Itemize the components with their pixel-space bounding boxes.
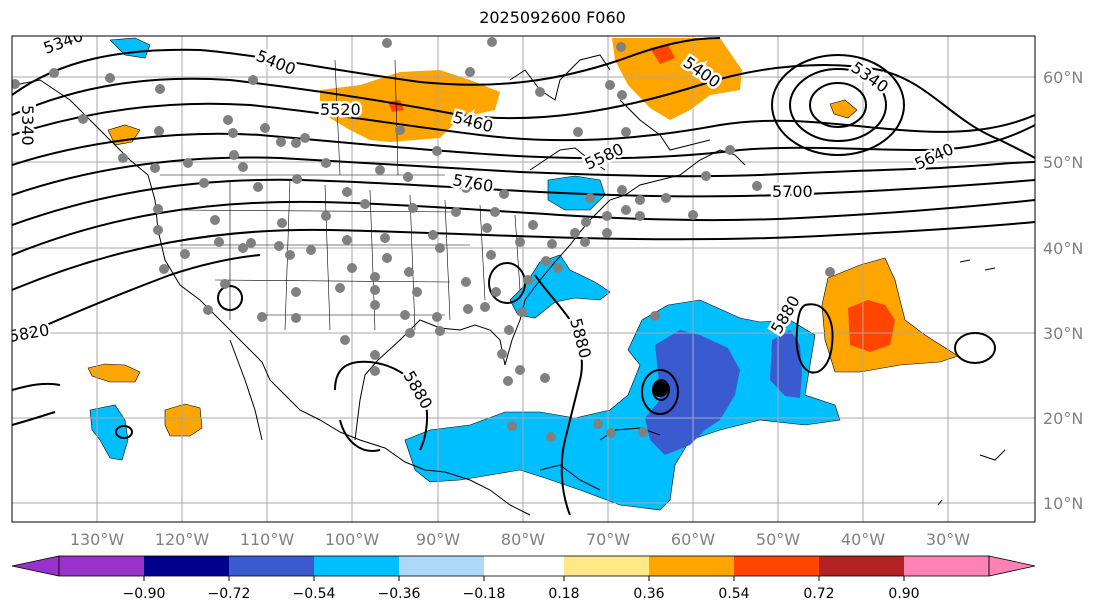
- colorbar-tick: 0.36: [633, 586, 664, 602]
- colorbar-segment: [904, 556, 989, 576]
- orange-fill-pacific-2: [87, 363, 141, 383]
- lat-axis-labels: 60°N 50°N 40°N 30°N 20°N 10°N: [1043, 68, 1083, 513]
- colorbar-tick: −0.90: [123, 586, 166, 602]
- red-fill-atlantic: [848, 300, 895, 352]
- colorbar-tick: −0.36: [378, 586, 421, 602]
- colorbar-tick: −0.72: [208, 586, 251, 602]
- contour-label: 5520: [320, 100, 361, 119]
- colorbar-segment: [484, 556, 564, 576]
- orange-fill-pacific-1: [164, 403, 203, 437]
- colorbar-segment: [229, 556, 314, 576]
- lat-lon-grid: [12, 36, 1035, 522]
- contour-label: 5340: [18, 105, 37, 146]
- colorbar-tick: 0.18: [548, 586, 579, 602]
- colorbar-tick: −0.54: [293, 586, 336, 602]
- lon-label: 30°W: [926, 530, 970, 549]
- lat-label: 40°N: [1043, 239, 1083, 258]
- colorbar-segment: [819, 556, 904, 576]
- lat-label: 20°N: [1043, 409, 1083, 428]
- colorbar-tick: 0.72: [803, 586, 834, 602]
- height-contours: [12, 37, 1035, 516]
- map-title: 2025092600 F060: [479, 8, 626, 27]
- lat-label: 50°N: [1043, 153, 1083, 172]
- lon-label: 130°W: [70, 530, 125, 549]
- orange-fill-low: [829, 99, 858, 119]
- map-frame: [11, 35, 1036, 523]
- colorbar-over-arrow: [988, 555, 1036, 577]
- lon-label: 100°W: [325, 530, 380, 549]
- lat-label: 10°N: [1043, 494, 1083, 513]
- colorbar-segment: [564, 556, 649, 576]
- colorbar-segment: [399, 556, 484, 576]
- colorbar: −0.90 −0.72 −0.54 −0.36 −0.18 0.18 0.36 …: [11, 555, 1036, 602]
- lon-label: 60°W: [671, 530, 715, 549]
- lon-label: 90°W: [416, 530, 460, 549]
- red-fill-greenland: [650, 45, 675, 64]
- colorbar-segment: [314, 556, 399, 576]
- colorbar-segment: [734, 556, 819, 576]
- cyan-fill-pacific: [89, 404, 129, 461]
- station-dots: [12, 37, 835, 442]
- cyan-fill-coast: [509, 254, 611, 319]
- colorbar-under-arrow: [11, 555, 60, 577]
- lon-label: 110°W: [240, 530, 295, 549]
- cyan-fill-atlantic: [404, 299, 841, 511]
- lon-axis-labels: 130°W 120°W 110°W 100°W 90°W 80°W 70°W 6…: [70, 530, 970, 549]
- colorbar-tick: 0.54: [718, 586, 749, 602]
- lat-label: 60°N: [1043, 68, 1083, 87]
- lon-label: 50°W: [756, 530, 800, 549]
- lon-label: 40°W: [841, 530, 885, 549]
- lat-label: 30°N: [1043, 324, 1083, 343]
- colorbar-tick: 0.90: [888, 586, 919, 602]
- contour-label: 5700: [772, 182, 813, 201]
- lon-label: 120°W: [155, 530, 210, 549]
- lon-label: 80°W: [501, 530, 545, 549]
- storm-center-marker: [652, 381, 668, 397]
- colorbar-segment: [144, 556, 229, 576]
- colorbar-segment: [649, 556, 734, 576]
- colorbar-segment: [59, 556, 144, 576]
- colorbar-tick: −0.18: [463, 586, 506, 602]
- lon-label: 70°W: [586, 530, 630, 549]
